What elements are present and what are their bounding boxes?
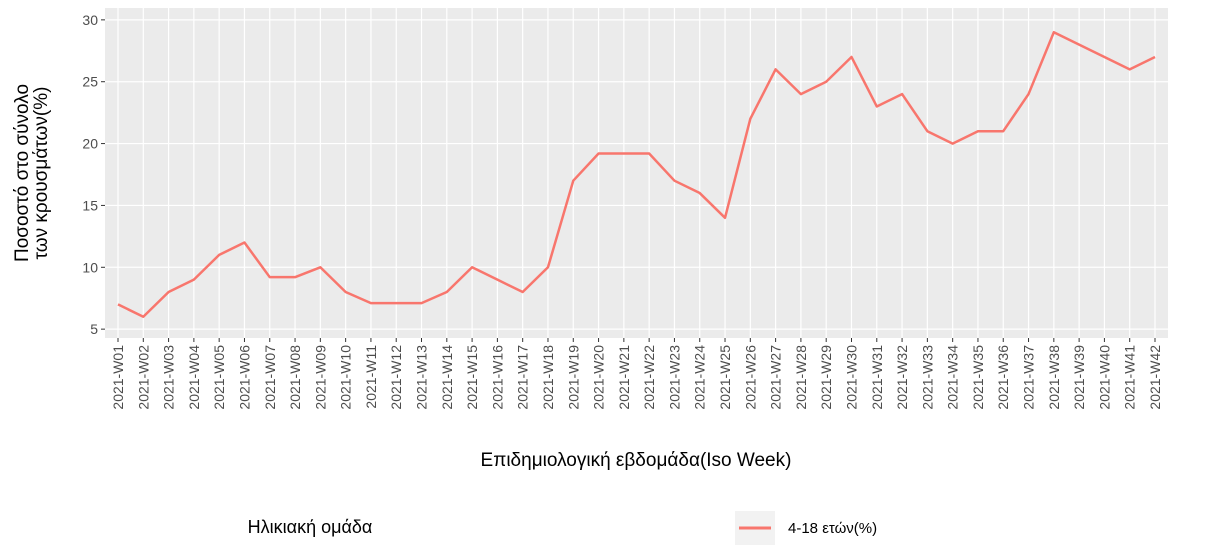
grid (105, 8, 1168, 338)
x-tick-label: 2021-W05 (211, 345, 227, 410)
x-tick-label: 2021-W01 (110, 345, 126, 410)
plot-panel (105, 8, 1168, 338)
x-tick-label: 2021-W29 (818, 345, 834, 410)
marks (117, 30, 1156, 319)
x-tick-label: 2021-W40 (1096, 345, 1112, 410)
x-tick-label: 2021-W15 (464, 345, 480, 410)
legend-title: Ηλικιακή ομάδα (248, 517, 373, 537)
x-tick-label: 2021-W31 (869, 345, 885, 410)
x-tick-label: 2021-W28 (793, 345, 809, 410)
x-tick-label: 2021-W11 (363, 345, 379, 409)
x-tick-label: 2021-W25 (717, 345, 733, 410)
y-tick-label: 20 (82, 136, 98, 152)
x-tick-label: 2021-W14 (439, 345, 455, 410)
x-tick-label: 2021-W23 (666, 345, 682, 410)
x-tick-label: 2021-W35 (970, 345, 986, 410)
y-tick-label: 30 (82, 12, 98, 28)
x-tick-label: 2021-W16 (489, 345, 505, 410)
y-axis-title: των κρουσμάτων(%) (31, 87, 52, 260)
x-tick-label: 2021-W20 (591, 345, 607, 410)
line (117, 30, 1156, 319)
x-tick-label: 2021-W33 (919, 345, 935, 410)
x-tick-label: 2021-W24 (692, 345, 708, 410)
x-tick-label: 2021-W30 (843, 345, 859, 410)
x-axis-title: Επιδημιολογική εβδομάδα(Iso Week) (481, 450, 792, 471)
legend-label: 4-18 ετών(%) (788, 520, 877, 537)
x-tick-label: 2021-W12 (388, 345, 404, 410)
x-tick-label: 2021-W42 (1147, 345, 1163, 410)
x-tick-label: 2021-W04 (186, 345, 202, 410)
x-tick-label: 2021-W41 (1122, 345, 1138, 410)
x-tick-label: 2021-W19 (565, 345, 581, 410)
y-axis-title: Ποσοστό στο σύνολο (12, 84, 33, 262)
x-tick-label: 2021-W36 (995, 345, 1011, 410)
x-tick-label: 2021-W21 (616, 345, 632, 410)
x-tick-label: 2021-W39 (1071, 345, 1087, 410)
x-tick-label: 2021-W18 (540, 345, 556, 410)
x-tick-label: 2021-W38 (1046, 345, 1062, 410)
x-tick-label: 2021-W07 (262, 345, 278, 410)
x-tick-label: 2021-W32 (894, 345, 910, 410)
y-tick-label: 15 (82, 197, 98, 213)
x-tick-label: 2021-W06 (236, 345, 252, 410)
y-tick-label: 5 (90, 321, 98, 337)
x-tick-label: 2021-W13 (414, 345, 430, 410)
x-tick-label: 2021-W09 (312, 345, 328, 410)
y-tick-label: 25 (82, 74, 98, 90)
x-tick-label: 2021-W27 (768, 345, 784, 410)
y-tick-label: 10 (82, 259, 98, 275)
x-tick-label: 2021-W26 (742, 345, 758, 410)
x-tick-label: 2021-W02 (135, 345, 151, 410)
x-tick-label: 2021-W37 (1021, 345, 1037, 410)
x-tick-label: 2021-W08 (287, 345, 303, 410)
x-tick-label: 2021-W17 (515, 345, 531, 410)
x-tick-label: 2021-W22 (641, 345, 657, 410)
x-tick-label: 2021-W34 (945, 345, 961, 410)
x-tick-label: 2021-W03 (161, 345, 177, 410)
x-tick-label: 2021-W10 (338, 345, 354, 410)
